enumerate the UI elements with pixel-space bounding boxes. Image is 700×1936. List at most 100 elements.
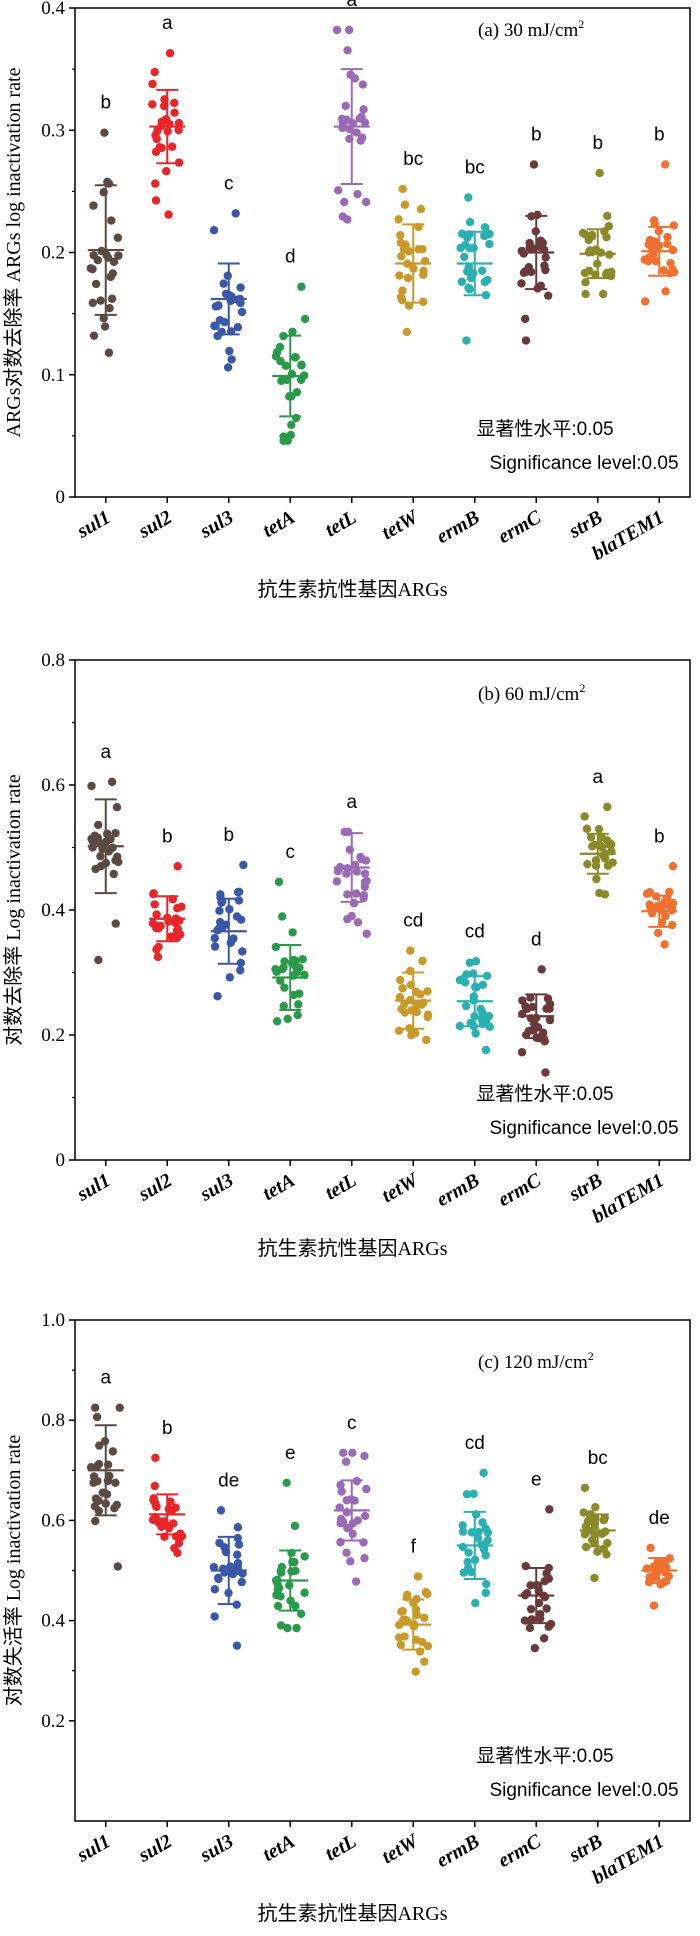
data-point-tetL [339, 1448, 348, 1457]
data-point-ermB [471, 1029, 480, 1038]
data-point-tetA [290, 353, 300, 362]
significance-letter-ermB: cd [465, 1433, 485, 1454]
data-point-sul1 [95, 1441, 104, 1450]
data-point-tetA [279, 436, 288, 445]
data-point-tetW [396, 231, 405, 240]
data-point-strB [603, 802, 612, 812]
data-point-sul1 [109, 257, 119, 267]
data-point-ermB [469, 269, 478, 278]
data-point-ermC [537, 965, 546, 974]
data-point-tetW [396, 1640, 406, 1650]
data-point-tetL [360, 1553, 369, 1563]
data-point-ermB [458, 1521, 467, 1530]
data-point-ermB [485, 239, 494, 249]
data-point-strB [580, 1530, 590, 1539]
data-point-tetW [395, 993, 405, 1002]
data-point-sul3 [231, 209, 240, 218]
data-point-tetL [338, 123, 347, 133]
data-point-ermC [521, 268, 530, 277]
data-point-tetA [283, 1623, 292, 1633]
data-point-ermB [481, 1045, 491, 1055]
data-point-sul2 [150, 67, 159, 77]
data-point-tetA [287, 420, 296, 430]
data-point-ermC [541, 253, 550, 262]
data-point-sul2 [173, 862, 182, 871]
data-point-blaTEM1 [649, 216, 659, 225]
data-point-sul2 [157, 1522, 166, 1531]
data-point-tetL [351, 1577, 361, 1586]
data-point-tetL [346, 1557, 355, 1566]
data-point-sul1 [87, 781, 96, 791]
significance-letter-tetW: cd [403, 911, 423, 932]
data-point-sul2 [150, 1481, 159, 1491]
significance-letter-tetW: f [411, 1537, 417, 1558]
data-point-sul2 [152, 923, 161, 933]
data-point-strB [591, 861, 601, 870]
data-point-sul3 [210, 934, 219, 943]
data-point-sul1 [91, 1516, 100, 1526]
data-point-strB [588, 842, 597, 851]
y-tick-label: 0.2 [41, 1711, 65, 1732]
data-point-sul3 [210, 1612, 219, 1621]
significance-letter-tetL: c [347, 1413, 357, 1434]
significance-letter-ermC: d [531, 929, 542, 950]
data-point-tetL [342, 1548, 351, 1557]
data-point-sul1 [107, 777, 117, 787]
data-point-sul3 [232, 1641, 242, 1650]
data-point-sul3 [209, 1563, 219, 1572]
data-point-ermC [517, 279, 526, 288]
data-point-tetW [419, 266, 428, 276]
y-tick-label: 0.8 [41, 1410, 65, 1431]
data-point-sul3 [225, 346, 234, 356]
data-point-tetW [416, 204, 426, 214]
data-point-tetL [357, 112, 366, 121]
data-point-blaTEM1 [663, 239, 672, 249]
panel-title: (b) 60 mJ/cm2 [478, 681, 585, 705]
data-point-strB [590, 1573, 599, 1583]
data-point-sul2 [174, 1538, 184, 1548]
significance-letter-tetA: e [285, 1443, 296, 1464]
data-point-sul2 [177, 902, 186, 911]
data-point-sul3 [225, 973, 235, 982]
data-point-sul1 [89, 1472, 99, 1481]
data-point-sul3 [232, 912, 242, 921]
data-point-ermC [536, 281, 546, 290]
data-point-sul1 [111, 828, 120, 838]
data-point-tetW [397, 1607, 406, 1616]
data-point-ermB [471, 1598, 480, 1608]
y-axis-title: 对数失活率 Log inactivation rate [2, 1435, 25, 1707]
x-axis-title: 抗生素抗性基因ARGs [257, 1902, 447, 1925]
data-point-tetA [288, 327, 297, 336]
data-point-tetL [352, 128, 361, 137]
data-point-tetA [272, 1017, 282, 1026]
data-point-sul3 [236, 298, 245, 308]
significance-letter-blaTEM1: b [654, 826, 665, 847]
data-point-tetA [274, 877, 284, 887]
data-point-sul1 [103, 177, 112, 186]
panel-title: (a) 30 mJ/cm2 [478, 17, 584, 41]
significance-letter-ermC: e [531, 1469, 542, 1490]
data-point-ermB [460, 252, 469, 262]
y-tick-label: 0.1 [41, 365, 65, 386]
data-point-sul1 [91, 1494, 101, 1503]
data-point-sul3 [209, 226, 219, 235]
data-point-sul1 [94, 1459, 104, 1469]
data-point-tetA [282, 1478, 291, 1488]
data-point-tetA [290, 1557, 299, 1567]
data-point-blaTEM1 [646, 1543, 655, 1553]
data-point-tetL [340, 197, 349, 207]
data-point-sul3 [237, 307, 247, 317]
data-point-tetL [343, 46, 352, 55]
data-point-ermC [533, 210, 542, 219]
data-point-sul2 [162, 167, 171, 176]
data-point-strB [600, 1513, 609, 1522]
data-point-sul1 [107, 216, 116, 225]
data-point-tetA [290, 1521, 300, 1531]
data-point-sul2 [174, 158, 184, 167]
data-point-ermC [545, 1505, 554, 1514]
significance-letter-strB: bc [588, 1448, 608, 1469]
data-point-sul2 [153, 952, 163, 962]
data-point-strB [581, 289, 590, 299]
data-point-blaTEM1 [668, 903, 677, 912]
data-point-ermB [464, 193, 473, 202]
